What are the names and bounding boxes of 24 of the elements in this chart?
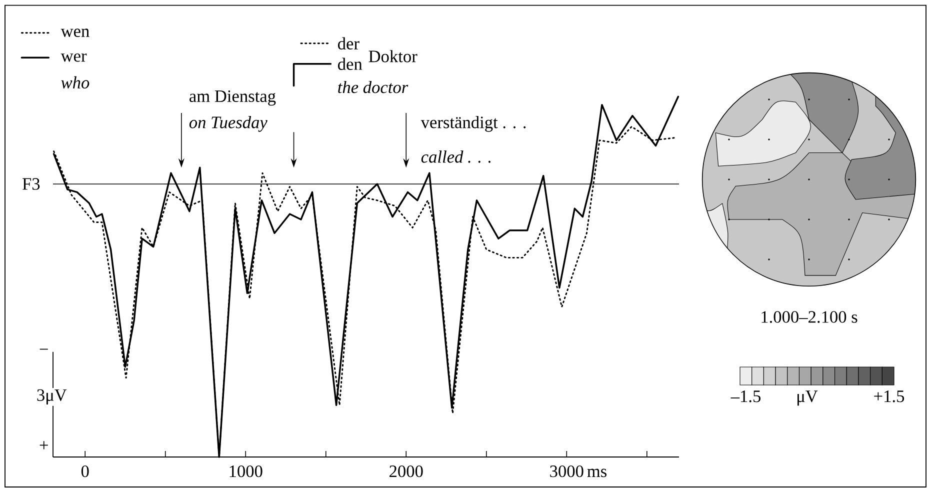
annotation: verständigt . . . (420, 116, 526, 132)
text: + (40, 441, 48, 450)
text: den (338, 58, 362, 70)
x-tick-label: 3000 (550, 465, 584, 478)
annotation: called . . . (421, 150, 491, 163)
text: who (61, 76, 90, 88)
x-tick-label: 1000 (230, 465, 262, 478)
text: 1.000–2.100 s (762, 311, 858, 323)
text: +1.5 (874, 390, 904, 402)
annotation: am Dienstag (190, 90, 276, 106)
legend-label: wen (60, 28, 90, 38)
x-tick-label: 2000 (390, 465, 423, 478)
ref-line-label: F3 (22, 178, 40, 190)
x-axis-title: ms (587, 468, 606, 478)
text: − (40, 348, 48, 350)
text: Doktor (368, 50, 418, 62)
x-tick-label: 0 (81, 465, 89, 478)
annotation: on Tuesday (189, 116, 268, 132)
text: the doctor (338, 80, 408, 94)
text: der (338, 37, 360, 50)
color-bar-title: μV (797, 390, 818, 406)
legend-label: wer (60, 53, 87, 62)
text: –1.5 (730, 390, 760, 402)
annotation: 3μV (37, 389, 67, 405)
